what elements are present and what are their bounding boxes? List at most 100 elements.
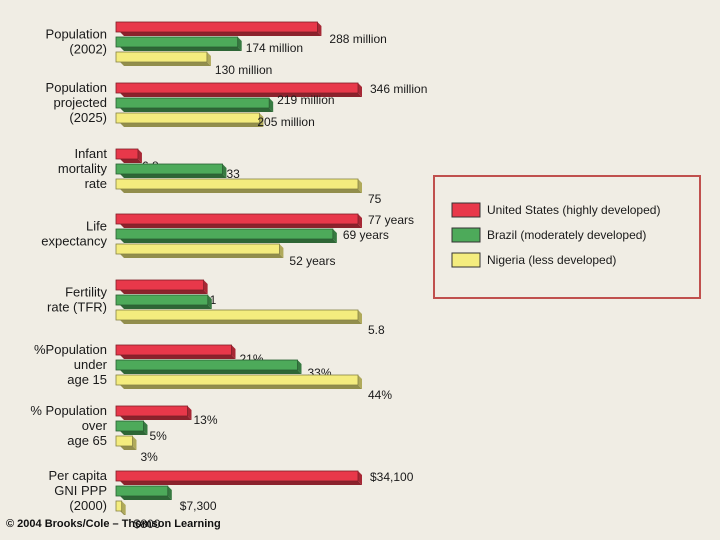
bar-side — [121, 501, 126, 515]
bar-side — [358, 375, 362, 389]
bar-shadow — [120, 224, 362, 228]
category-label: Life — [86, 219, 107, 234]
bar-side — [358, 83, 362, 97]
bar-side — [132, 436, 137, 450]
bar-shadow — [120, 47, 242, 51]
bar-side — [358, 214, 362, 228]
category-label: GNI PPP — [54, 483, 107, 498]
bar-side — [207, 295, 212, 309]
legend-label: Brazil (moderately developed) — [487, 228, 646, 242]
bar-side — [203, 280, 208, 294]
bar — [115, 21, 318, 33]
category-label: rate (TFR) — [47, 300, 107, 315]
category-label: rate — [85, 176, 107, 191]
legend-swatch — [451, 227, 481, 243]
bar — [115, 213, 359, 225]
bar — [115, 112, 260, 124]
category-label: Per capita — [48, 468, 107, 483]
bar — [115, 500, 123, 512]
category-label: (2000) — [69, 498, 107, 513]
bar-side — [187, 406, 192, 420]
bar-shadow — [120, 446, 137, 450]
data-label: 44% — [368, 388, 392, 402]
category-label: expectancy — [41, 234, 107, 249]
data-label: 130 million — [215, 63, 272, 77]
bar — [115, 435, 133, 447]
bar-side — [137, 149, 142, 163]
bar — [115, 51, 208, 63]
bar-side — [167, 486, 172, 500]
bar — [115, 294, 209, 306]
bar-side — [269, 98, 274, 112]
bar-shadow — [120, 385, 362, 389]
data-label: 5.8 — [368, 323, 385, 337]
category-label: Infant — [74, 146, 107, 161]
category-label: (2002) — [69, 42, 107, 57]
category-label: mortality — [58, 161, 108, 176]
bar-side — [237, 37, 242, 51]
bar — [115, 82, 359, 94]
bar — [115, 178, 359, 190]
data-label: 3% — [141, 450, 159, 464]
data-label: 174 million — [246, 41, 303, 55]
category-label: over — [82, 418, 108, 433]
category-label: under — [74, 357, 108, 372]
category-label: Population — [46, 27, 107, 42]
bar — [115, 148, 139, 160]
data-label: 52 years — [289, 254, 335, 268]
bar-side — [222, 164, 227, 178]
bar-side — [206, 52, 211, 66]
category-label: Population — [46, 80, 107, 95]
bar-shadow — [120, 320, 362, 324]
bar-shadow — [120, 496, 172, 500]
category-label: %Population — [34, 342, 107, 357]
legend-swatch — [451, 202, 481, 218]
data-label: 13% — [194, 413, 218, 427]
bar-shadow — [120, 174, 227, 178]
copyright-credit: © 2004 Brooks/Cole – Thomson Learning — [6, 518, 221, 530]
data-label: 288 million — [329, 32, 386, 46]
data-label: $7,300 — [180, 499, 217, 513]
bar-shadow — [120, 416, 192, 420]
bar-side — [317, 22, 322, 36]
bar-shadow — [120, 108, 274, 112]
bar — [115, 374, 359, 386]
bar — [115, 97, 270, 109]
data-label: 5% — [150, 429, 168, 443]
bar-shadow — [120, 370, 302, 374]
bar-side — [358, 179, 362, 193]
bar-shadow — [120, 481, 362, 485]
bar-shadow — [120, 123, 264, 127]
data-label: 33 — [226, 167, 240, 181]
bar-shadow — [120, 159, 142, 163]
bar — [115, 485, 169, 497]
bar — [115, 36, 239, 48]
data-label: 75 — [368, 192, 382, 206]
bar — [115, 405, 188, 417]
data-label: 205 million — [257, 115, 314, 129]
bar-side — [358, 471, 362, 485]
bar — [115, 359, 298, 371]
data-label: 346 million — [370, 82, 427, 96]
category-label: projected — [54, 95, 107, 110]
bar-shadow — [120, 62, 211, 66]
bar-side — [358, 310, 362, 324]
bar — [115, 309, 359, 321]
bar-side — [297, 360, 302, 374]
data-label: $34,100 — [370, 470, 414, 484]
category-label: Fertility — [65, 285, 107, 300]
bar-shadow — [120, 93, 362, 97]
bar — [115, 420, 144, 432]
bar-shadow — [120, 254, 284, 258]
bar — [115, 344, 232, 356]
bar — [115, 163, 223, 175]
bar — [115, 470, 359, 482]
data-label: $800 — [134, 517, 161, 531]
bar-shadow — [120, 511, 126, 515]
bar-side — [231, 345, 236, 359]
legend-label: United States (highly developed) — [487, 203, 660, 217]
bar-shadow — [120, 32, 322, 36]
data-label: 219 million — [277, 93, 334, 107]
category-label: (2025) — [69, 110, 107, 125]
legend-box — [433, 175, 701, 299]
